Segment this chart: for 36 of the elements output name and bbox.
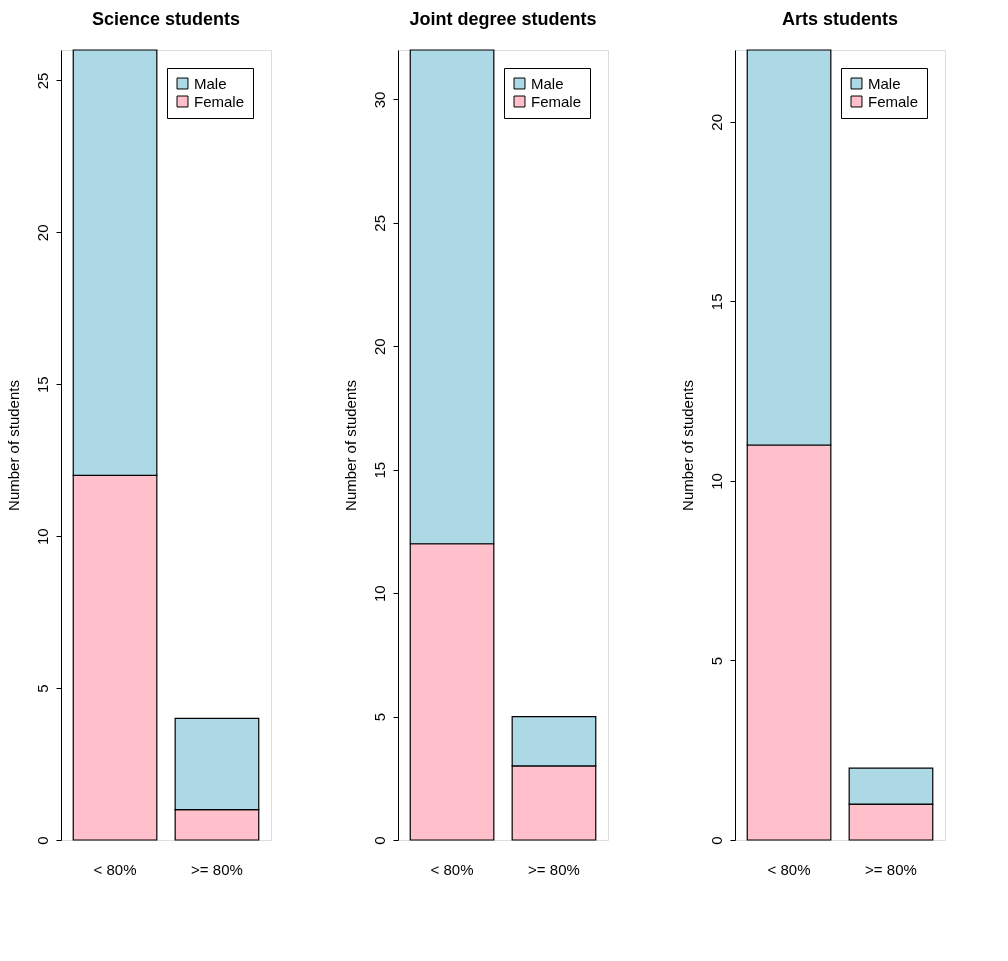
legend-label: Male [531,74,564,92]
y-tick-label: 20 [370,338,388,356]
chart-title: Science students [91,9,241,30]
x-tick-label: < 80% [767,860,811,878]
y-tick-label: 0 [707,836,725,845]
y-tick-label: 20 [707,113,725,131]
x-tick-label: < 80% [430,860,474,878]
x-tick-label: >= 80% [528,860,580,878]
y-tick-label: 25 [370,214,388,232]
y-tick-label: 0 [370,836,388,845]
y-tick-label: 5 [707,656,725,666]
legend-label: Male [868,74,901,92]
legend-label: Female [868,92,919,110]
y-tick-label: 25 [33,72,51,90]
y-tick-label: 10 [707,473,725,490]
y-tick-label: 5 [370,712,388,722]
y-tick-label: 15 [707,293,725,311]
y-tick-label: 5 [33,684,51,693]
y-tick-label: 15 [370,461,388,479]
x-tick-label: < 80% [93,860,137,878]
y-axis-title: Number of students [341,380,359,511]
y-tick-label: 15 [33,376,51,394]
chart-title: Arts students [781,9,899,30]
y-tick-label: 20 [33,224,51,242]
legend-label: Female [531,92,582,110]
y-axis-title: Number of students [4,380,22,511]
x-tick-label: >= 80% [865,860,917,878]
x-tick-label: >= 80% [191,860,243,878]
y-tick-label: 10 [33,528,51,545]
chart-title: Joint degree students [409,9,597,30]
legend-label: Female [194,92,245,110]
y-axis-title: Number of students [678,380,696,511]
y-tick-label: 30 [370,91,388,109]
y-tick-label: 10 [370,585,388,602]
legend-label: Male [194,74,227,92]
y-tick-label: 0 [33,836,51,845]
